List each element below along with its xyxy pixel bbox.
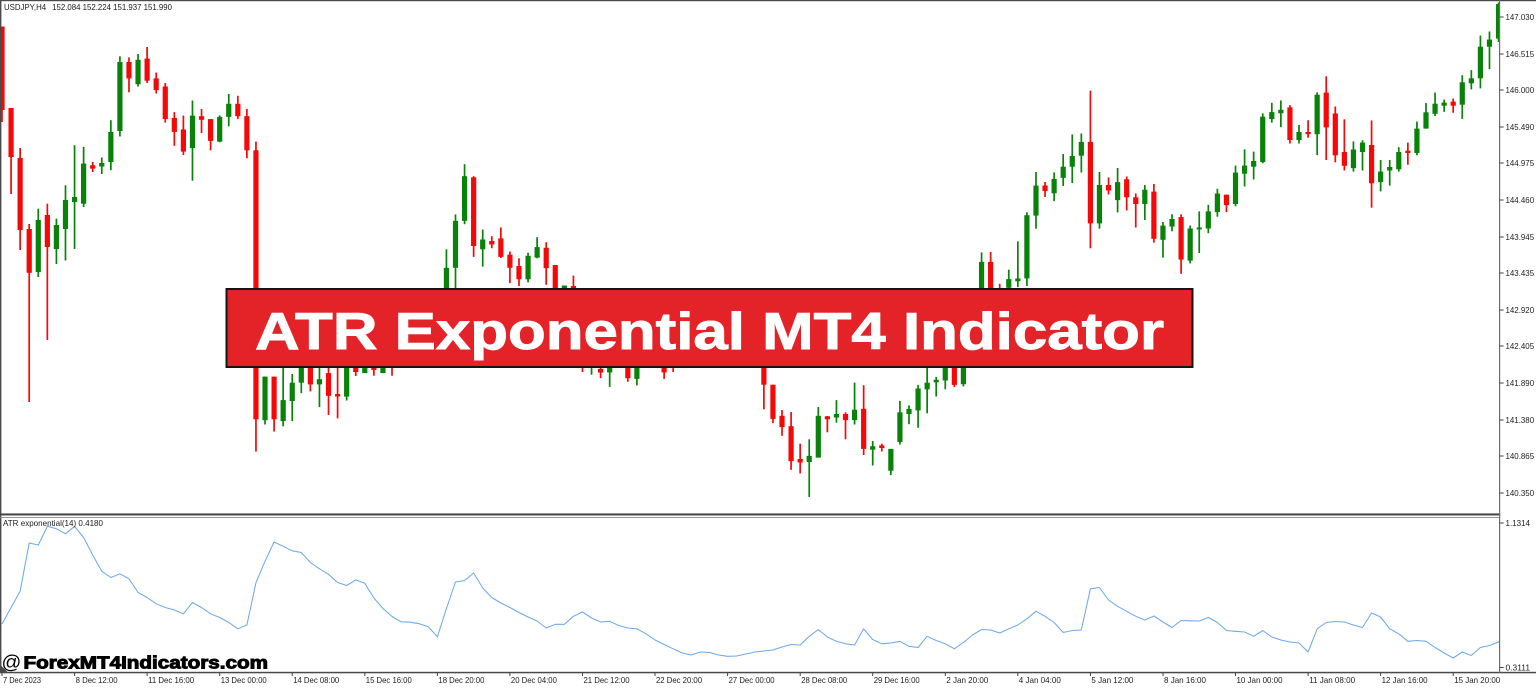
svg-text:142.920: 142.920 (1506, 306, 1535, 315)
svg-text:28 Dec 08:00: 28 Dec 08:00 (801, 676, 847, 685)
svg-text:8 Dec 12:00: 8 Dec 12:00 (76, 676, 118, 685)
svg-text:8 Jan 16:00: 8 Jan 16:00 (1164, 676, 1206, 685)
svg-text:13 Dec 00:00: 13 Dec 00:00 (221, 676, 267, 685)
svg-text:7 Dec 2023: 7 Dec 2023 (3, 676, 41, 685)
svg-text:145.490: 145.490 (1506, 123, 1535, 132)
svg-text:2 Jan 20:00: 2 Jan 20:00 (946, 676, 988, 685)
svg-text:29 Dec 16:00: 29 Dec 16:00 (874, 676, 920, 685)
svg-text:1.1314: 1.1314 (1506, 519, 1531, 528)
svg-text:@: @ (2, 652, 22, 674)
svg-text:141.890: 141.890 (1506, 379, 1535, 388)
svg-text:146.000: 146.000 (1506, 86, 1535, 95)
svg-text:5 Jan 12:00: 5 Jan 12:00 (1091, 676, 1133, 685)
svg-text:15 Jan 20:00: 15 Jan 20:00 (1454, 676, 1500, 685)
svg-text:15 Dec 16:00: 15 Dec 16:00 (366, 676, 412, 685)
svg-text:4 Jan 04:00: 4 Jan 04:00 (1019, 676, 1061, 685)
svg-text:140.865: 140.865 (1506, 452, 1535, 461)
svg-text:144.460: 144.460 (1506, 196, 1535, 205)
svg-text:143.435: 143.435 (1506, 269, 1535, 278)
svg-text:0.3111: 0.3111 (1506, 664, 1531, 673)
svg-text:ForexMT4Indicators.com: ForexMT4Indicators.com (24, 652, 269, 672)
svg-text:140.350: 140.350 (1506, 489, 1535, 498)
svg-text:22 Dec 20:00: 22 Dec 20:00 (656, 676, 702, 685)
svg-text:141.380: 141.380 (1506, 416, 1535, 425)
svg-text:27 Dec 00:00: 27 Dec 00:00 (729, 676, 775, 685)
svg-text:18 Dec 20:00: 18 Dec 20:00 (438, 676, 484, 685)
svg-text:USDJPY,H4 152.084 152.224 151: USDJPY,H4 152.084 152.224 151.937 151.99… (4, 2, 172, 12)
svg-text:21 Dec 12:00: 21 Dec 12:00 (584, 676, 630, 685)
svg-text:14 Dec 08:00: 14 Dec 08:00 (293, 676, 339, 685)
svg-text:10 Jan 00:00: 10 Jan 00:00 (1237, 676, 1283, 685)
svg-text:ATR Exponential MT4 Indicator: ATR Exponential MT4 Indicator (255, 303, 1164, 361)
svg-text:142.405: 142.405 (1506, 342, 1535, 351)
svg-text:12 Jan 16:00: 12 Jan 16:00 (1382, 676, 1428, 685)
svg-text:ATR exponential(14) 0.4180: ATR exponential(14) 0.4180 (3, 518, 103, 528)
svg-text:147.030: 147.030 (1506, 13, 1535, 22)
svg-text:11 Dec 16:00: 11 Dec 16:00 (148, 676, 194, 685)
svg-text:146.515: 146.515 (1506, 50, 1535, 59)
svg-text:20 Dec 04:00: 20 Dec 04:00 (511, 676, 557, 685)
svg-text:11 Jan 08:00: 11 Jan 08:00 (1309, 676, 1355, 685)
svg-text:144.975: 144.975 (1506, 159, 1535, 168)
svg-text:143.945: 143.945 (1506, 233, 1535, 242)
